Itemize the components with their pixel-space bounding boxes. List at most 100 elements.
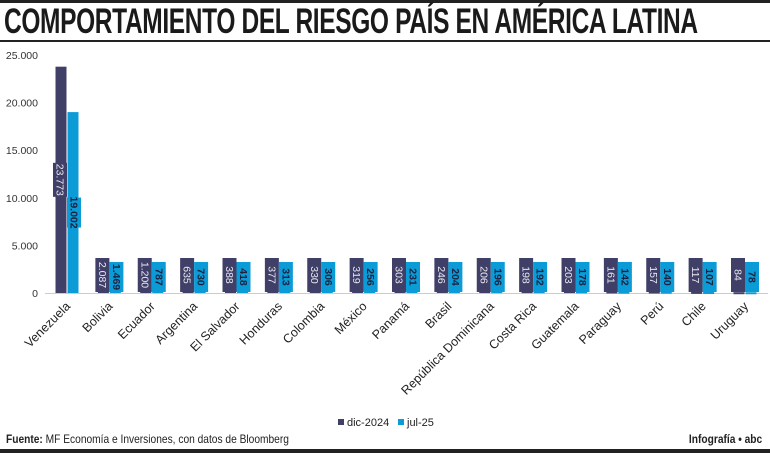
x-tick-label: Chile [679,299,709,329]
data-label: 196 [491,268,503,286]
data-label: 246 [435,266,447,284]
data-label-box [194,262,209,292]
x-tick-label: Bolivia [80,299,116,335]
data-label: 313 [279,268,291,286]
top-rule [0,0,770,3]
bar-jul-25 [576,291,587,294]
y-tick-label: 25.000 [6,50,38,62]
bar-dic-2024 [606,291,618,294]
data-label-box [617,262,632,292]
data-label-box [321,262,336,292]
legend-label: dic-2024 [347,417,389,429]
data-label-box [603,258,618,292]
data-label: 178 [576,268,588,286]
y-tick-label: 5.000 [12,240,38,252]
legend-swatch-dic-2024 [338,419,344,425]
data-label-box [646,258,661,292]
data-label: 418 [237,268,249,286]
data-label: 84 [732,269,744,281]
bar-jul-25 [745,292,757,295]
data-label: 142 [618,268,630,286]
source-text: MF Economía e Inversiones, con datos de … [45,432,289,446]
bar-dic-2024 [691,291,703,294]
x-tick-label: Ecuador [115,299,158,342]
data-label-box [519,258,534,292]
credit: Infografía • abc [688,432,762,446]
y-tick-label: 10.000 [6,193,38,205]
data-label: 787 [152,268,164,286]
data-label-box [688,258,703,292]
data-label-box [307,258,322,292]
x-tick-label: Honduras [237,299,285,347]
bar-jul-25 [533,291,545,294]
data-label: 330 [308,266,320,284]
data-label-box [53,162,67,197]
data-label: 256 [364,268,376,286]
data-label: 117 [689,267,701,284]
data-label: 203 [562,266,574,284]
bar-dic-2024 [733,292,745,295]
data-label: 204 [449,268,461,286]
data-label-box [236,262,251,292]
bar-dic-2024 [479,291,491,294]
x-tick-label: Uruguay [708,299,752,343]
x-tick-label: Panamá [369,299,412,342]
legend-label: jul-25 [406,417,434,429]
x-tick-label: Perú [638,299,667,328]
data-label-box [533,262,548,292]
data-label-box [222,258,237,292]
data-label: 635 [181,266,193,284]
data-label: 388 [223,266,235,284]
data-label: 303 [393,266,405,284]
data-label-box [561,258,576,292]
data-label: 192 [534,268,546,286]
data-label: 78 [746,271,758,283]
x-tick-label: Venezuela [22,299,73,350]
data-label-box [151,262,166,292]
data-label-box [264,258,279,292]
data-label-box [448,262,463,292]
data-label: 319 [350,266,362,284]
data-label-box [702,262,717,292]
data-label-box [731,258,745,292]
data-label-box [406,262,420,292]
data-label: 23.773 [54,164,66,196]
bar-jul-25 [448,291,460,294]
data-label-box [67,197,81,228]
bottom-rule [0,449,770,453]
source-label: Fuente: [6,432,43,446]
title-rule [0,40,770,42]
bar-jul-25 [491,291,503,294]
bar-jul-25 [703,291,715,294]
y-tick-label: 20.000 [6,98,38,110]
bar-jul-25 [660,291,672,294]
x-tick-label: México [332,299,370,337]
data-label: 161 [604,266,616,284]
data-label-box [180,258,195,292]
data-label: 198 [520,266,532,284]
data-label-box [109,262,124,292]
data-label-box [476,258,491,292]
data-label-box [660,262,675,292]
data-label-box [392,258,406,292]
data-label-box [349,258,364,292]
data-label-box [137,258,152,292]
x-tick-label: Colombia [280,299,327,346]
data-label-box [745,262,759,292]
data-label: 140 [661,268,673,286]
bar-dic-2024 [648,291,660,294]
x-tick-label: Paraguay [576,299,624,347]
data-label-box [95,258,110,292]
bar-jul-25 [618,291,630,294]
bar-dic-2024 [564,291,575,294]
data-label-box [434,258,449,292]
data-label: 19.002 [68,196,80,228]
data-label-box [575,262,590,292]
data-label-box [363,262,378,292]
source-note: Fuente: MF Economía e Inversiones, con d… [6,432,289,446]
data-label: 1.200 [138,262,150,288]
data-label-box [490,262,505,292]
y-tick-label: 0 [32,288,38,300]
chart-title: COMPORTAMIENTO DEL RIESGO PAÍS EN AMÉRIC… [4,2,698,41]
